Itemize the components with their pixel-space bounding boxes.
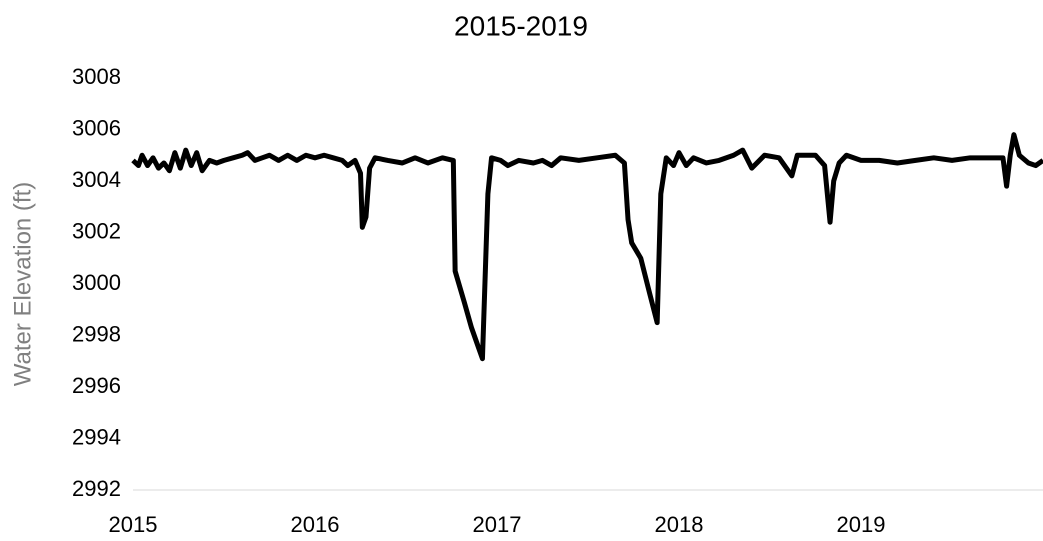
line-series bbox=[131, 132, 1043, 362]
y-tick-label: 2992 bbox=[72, 476, 121, 501]
y-tick-label: 3002 bbox=[72, 218, 121, 243]
y-tick-label: 2996 bbox=[72, 373, 121, 398]
chart-title: 2015-2019 bbox=[454, 10, 588, 41]
x-tick-label: 2018 bbox=[655, 512, 704, 537]
y-tick-label: 2998 bbox=[72, 321, 121, 346]
x-tick-label: 2019 bbox=[837, 512, 886, 537]
x-tick-label: 2015 bbox=[109, 512, 158, 537]
y-tick-label: 3000 bbox=[72, 270, 121, 295]
y-tick-label: 3004 bbox=[72, 167, 121, 192]
y-tick-label: 2994 bbox=[72, 424, 121, 449]
y-tick-label: 3008 bbox=[72, 64, 121, 89]
y-tick-label: 3006 bbox=[72, 115, 121, 140]
x-tick-label: 2016 bbox=[291, 512, 340, 537]
y-axis-label: Water Elevation (ft) bbox=[9, 182, 36, 387]
x-tick-label: 2017 bbox=[473, 512, 522, 537]
